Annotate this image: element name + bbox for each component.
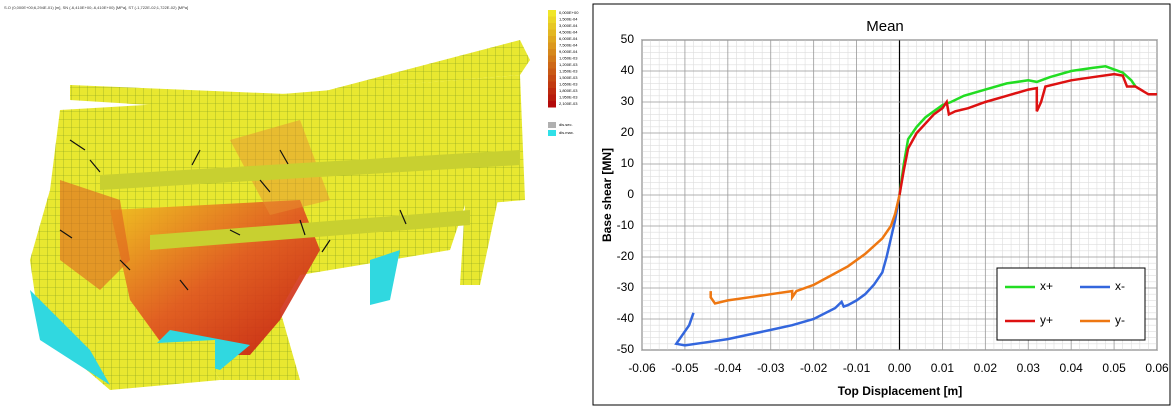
x-tick-label: -0.04 bbox=[714, 361, 742, 375]
y-tick-label: 50 bbox=[621, 32, 635, 46]
page: S.O (0,000E+00;6,294E-01) [m], SN (-6,41… bbox=[0, 0, 1172, 412]
y-tick-label: -10 bbox=[617, 218, 635, 232]
fem-header: S.O (0,000E+00;6,294E-01) [m], SN (-6,41… bbox=[4, 5, 188, 10]
color-swatch bbox=[548, 88, 556, 95]
y-tick-label: -20 bbox=[617, 249, 635, 263]
color-label: 1,500E-04 bbox=[559, 17, 578, 22]
color-label: 0,000E+00 bbox=[559, 10, 579, 15]
color-label: 1,050E-03 bbox=[559, 56, 578, 61]
x-tick-label: 0.01 bbox=[931, 361, 955, 375]
x-tick-label: -0.01 bbox=[843, 361, 871, 375]
extra-label: dis.max. bbox=[559, 130, 574, 135]
color-label: 1,650E-03 bbox=[559, 82, 578, 87]
y-tick-label: 40 bbox=[621, 63, 635, 77]
color-label: 3,000E-04 bbox=[559, 23, 578, 28]
x-tick-label: 0.03 bbox=[1017, 361, 1041, 375]
color-label: 4,500E-04 bbox=[559, 30, 578, 35]
color-label: 1,500E-03 bbox=[559, 75, 578, 80]
x-tick-label: 0.00 bbox=[888, 361, 912, 375]
figure: S.O (0,000E+00;6,294E-01) [m], SN (-6,41… bbox=[0, 0, 1172, 407]
color-swatch bbox=[548, 30, 556, 37]
color-label: 6,000E-04 bbox=[559, 36, 578, 41]
color-label: 1,800E-03 bbox=[559, 88, 578, 93]
chart-title: Mean bbox=[866, 18, 904, 35]
color-label: 1,350E-03 bbox=[559, 69, 578, 74]
x-tick-label: -0.02 bbox=[800, 361, 828, 375]
color-swatch bbox=[548, 69, 556, 76]
plot: -0.06 -0.05 -0.04 -0.03 -0.02 -0.01 0.00 0.01 0.… bbox=[617, 32, 1169, 375]
y-tick-label: 30 bbox=[621, 94, 635, 108]
color-swatch bbox=[548, 56, 556, 63]
y-tick-label: -40 bbox=[617, 311, 635, 325]
x-tick-label: 0.02 bbox=[974, 361, 998, 375]
extra-label: dis.sec. bbox=[559, 122, 573, 127]
legend-label: y+ bbox=[1040, 313, 1053, 327]
x-tick-label: -0.06 bbox=[628, 361, 656, 375]
color-swatch bbox=[548, 36, 556, 43]
color-swatch bbox=[548, 49, 556, 56]
color-label: 1,950E-03 bbox=[559, 95, 578, 100]
color-swatch bbox=[548, 101, 556, 108]
y-tick-label: 10 bbox=[621, 156, 635, 170]
color-swatch bbox=[548, 82, 556, 89]
y-tick-label: 0 bbox=[627, 187, 634, 201]
y-tick-label: 20 bbox=[621, 125, 635, 139]
y-axis-title: Base shear [MN] bbox=[600, 148, 614, 242]
color-swatch bbox=[548, 10, 556, 17]
color-swatch bbox=[548, 23, 556, 30]
color-label: 2,100E-03 bbox=[559, 101, 578, 106]
color-swatch bbox=[548, 62, 556, 69]
legend-label: x- bbox=[1115, 279, 1125, 293]
extra-swatch bbox=[548, 122, 556, 128]
fem-legend: 0,000E+00 1,500E-043,000E-04 4,500E-046,00… bbox=[548, 10, 579, 136]
color-swatch bbox=[548, 75, 556, 82]
x-tick-label: -0.03 bbox=[757, 361, 785, 375]
x-tick-label: 0.04 bbox=[1059, 361, 1083, 375]
fem-model: S.O (0,000E+00;6,294E-01) [m], SN (-6,41… bbox=[4, 5, 530, 390]
extra-swatch bbox=[548, 130, 556, 136]
color-label: 1,200E-03 bbox=[559, 62, 578, 67]
color-swatch bbox=[548, 95, 556, 102]
color-swatch bbox=[548, 17, 556, 24]
legend-label: y- bbox=[1115, 313, 1125, 327]
x-axis-title: Top Displacement [m] bbox=[838, 384, 962, 398]
x-tick-label: -0.05 bbox=[671, 361, 699, 375]
legend-label: x+ bbox=[1040, 279, 1053, 293]
color-swatch bbox=[548, 43, 556, 50]
x-tick-label: 0.06 bbox=[1145, 361, 1169, 375]
y-tick-label: -50 bbox=[617, 342, 635, 356]
color-label: 7,500E-04 bbox=[559, 43, 578, 48]
y-tick-label: -30 bbox=[617, 280, 635, 294]
color-label: 9,000E-04 bbox=[559, 49, 578, 54]
x-tick-label: 0.05 bbox=[1102, 361, 1126, 375]
